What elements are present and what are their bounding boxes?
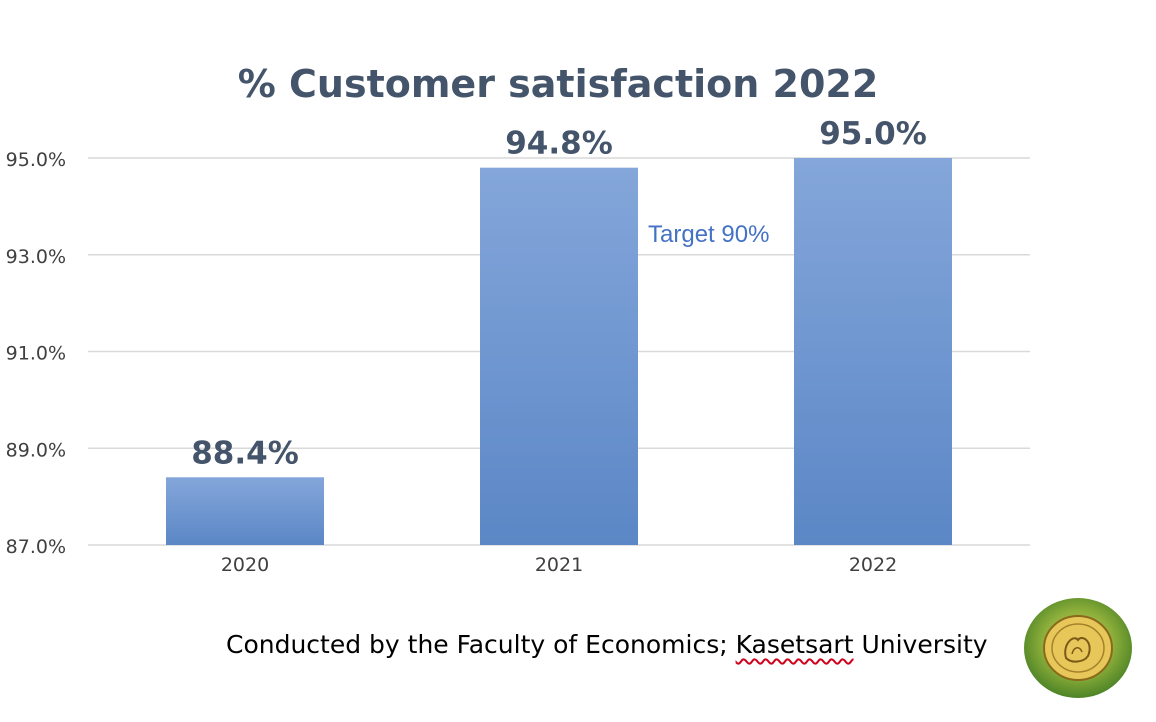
y-axis-ticks: 87.0% 89.0% 91.0% 93.0% 95.0% (6, 149, 66, 558)
x-tick-label: 2021 (535, 554, 583, 576)
y-tick-label: 89.0% (6, 439, 66, 461)
bar-2020 (166, 477, 324, 545)
bar-2022 (794, 158, 952, 545)
kasetsart-university-seal-icon (1024, 598, 1132, 698)
footer-suffix: University (853, 630, 988, 659)
bars (166, 158, 952, 546)
footer-university-name: Kasetsart (735, 630, 854, 659)
bar-2021 (480, 167, 638, 546)
footer-prefix: Conducted by the Faculty of Economics; (226, 630, 736, 659)
data-label: 94.8% (505, 126, 613, 162)
y-tick-label: 93.0% (6, 246, 66, 268)
y-tick-label: 87.0% (6, 536, 66, 558)
data-label: 88.4% (191, 435, 299, 471)
data-label: 95.0% (819, 116, 927, 152)
data-labels: 88.4% 94.8% 95.0% (191, 116, 927, 471)
footer-credit: Conducted by the Faculty of Economics; K… (226, 630, 988, 659)
x-tick-label: 2022 (849, 554, 897, 576)
x-tick-label: 2020 (221, 554, 269, 576)
x-axis-ticks: 2020 2021 2022 (221, 554, 897, 576)
target-annotation: Target 90% (648, 221, 769, 248)
chart-title: % Customer satisfaction 2022 (237, 62, 879, 106)
y-tick-label: 91.0% (6, 343, 66, 365)
y-tick-label: 95.0% (6, 149, 66, 171)
